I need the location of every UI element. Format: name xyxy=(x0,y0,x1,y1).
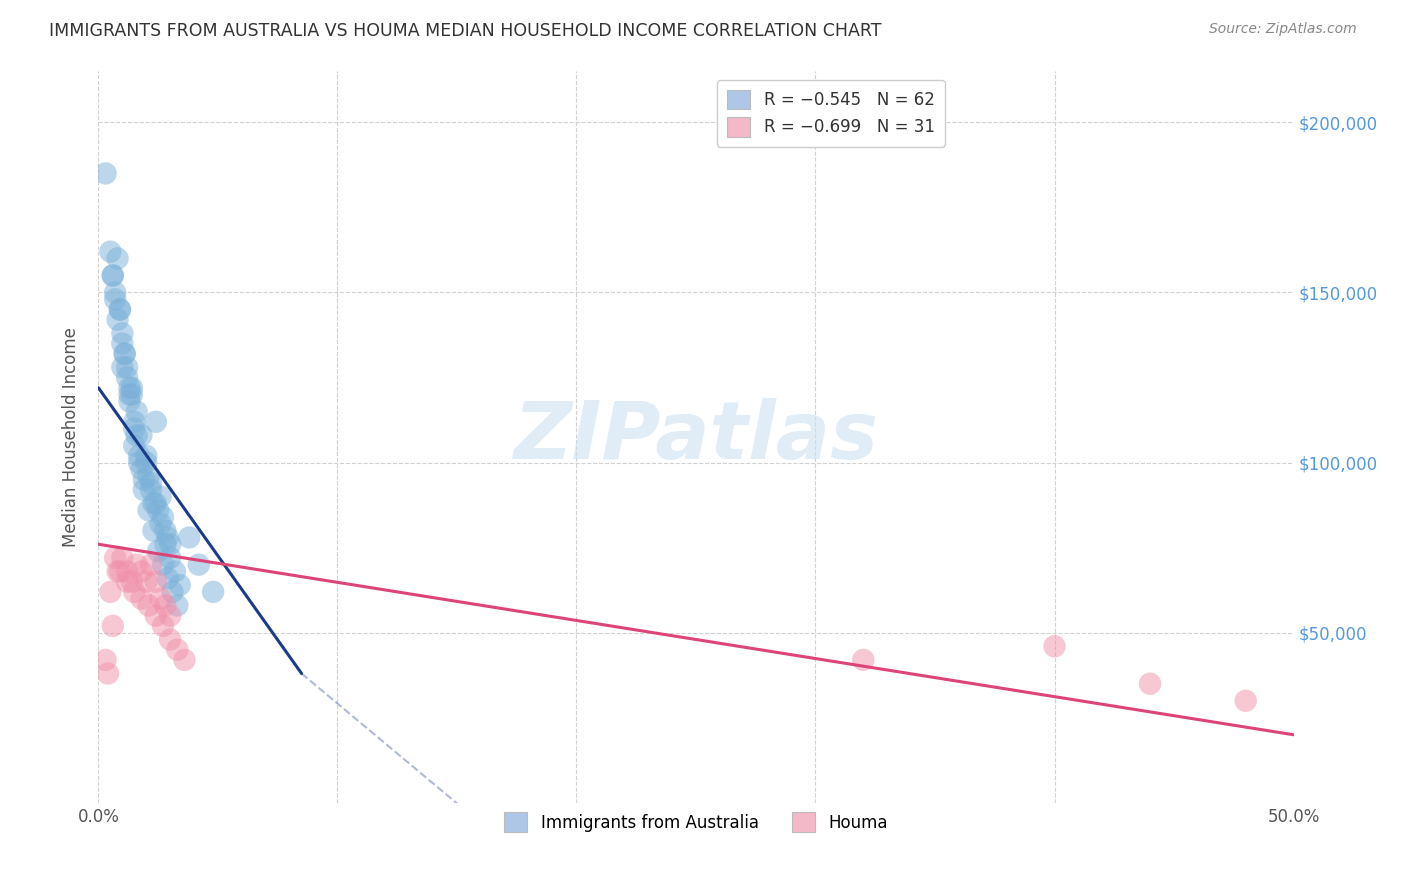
Point xyxy=(166,642,188,657)
Point xyxy=(97,666,120,681)
Point xyxy=(115,574,138,589)
Point xyxy=(166,599,188,613)
Point xyxy=(124,439,146,453)
Point xyxy=(852,653,875,667)
Point xyxy=(114,347,136,361)
Point xyxy=(202,585,225,599)
Point xyxy=(121,574,143,589)
Point xyxy=(125,428,148,442)
Point xyxy=(135,449,157,463)
Point xyxy=(132,473,155,487)
Point xyxy=(152,558,174,572)
Point xyxy=(142,524,165,538)
Point xyxy=(101,268,124,283)
Point xyxy=(107,565,129,579)
Point xyxy=(138,503,160,517)
Point xyxy=(115,370,138,384)
Point xyxy=(104,293,127,307)
Point xyxy=(162,585,184,599)
Point xyxy=(159,608,181,623)
Point xyxy=(114,347,136,361)
Legend: Immigrants from Australia, Houma: Immigrants from Australia, Houma xyxy=(498,805,894,838)
Point xyxy=(111,550,134,565)
Point xyxy=(131,428,153,442)
Point xyxy=(1043,640,1066,654)
Point xyxy=(145,496,167,510)
Point xyxy=(132,483,155,497)
Point xyxy=(187,558,209,572)
Point xyxy=(156,571,179,585)
Point xyxy=(107,252,129,266)
Point xyxy=(159,537,181,551)
Point xyxy=(1234,694,1257,708)
Point xyxy=(159,632,181,647)
Point xyxy=(145,608,167,623)
Point xyxy=(108,302,131,317)
Point xyxy=(138,599,160,613)
Point xyxy=(125,404,148,418)
Point xyxy=(128,449,150,463)
Point xyxy=(142,496,165,510)
Point xyxy=(139,483,162,497)
Point xyxy=(152,510,174,524)
Point xyxy=(108,565,131,579)
Point xyxy=(159,550,181,565)
Point xyxy=(131,462,153,476)
Point xyxy=(155,537,177,551)
Point xyxy=(173,653,195,667)
Point xyxy=(152,619,174,633)
Point xyxy=(98,585,122,599)
Point xyxy=(94,653,117,667)
Point xyxy=(121,387,143,401)
Point xyxy=(135,574,157,589)
Point xyxy=(101,619,124,633)
Point xyxy=(149,516,172,531)
Point xyxy=(149,490,172,504)
Point xyxy=(131,591,153,606)
Point xyxy=(124,415,146,429)
Point xyxy=(118,394,141,409)
Point xyxy=(108,302,131,317)
Point xyxy=(156,531,179,545)
Point xyxy=(179,531,201,545)
Point xyxy=(1139,677,1161,691)
Point xyxy=(118,387,141,401)
Point xyxy=(145,574,167,589)
Point xyxy=(128,456,150,470)
Point xyxy=(111,360,134,375)
Point xyxy=(145,415,167,429)
Point xyxy=(94,166,117,180)
Point xyxy=(111,336,134,351)
Point xyxy=(131,565,153,579)
Point xyxy=(148,544,170,558)
Point xyxy=(135,456,157,470)
Point xyxy=(155,524,177,538)
Point xyxy=(139,558,162,572)
Text: Source: ZipAtlas.com: Source: ZipAtlas.com xyxy=(1209,22,1357,37)
Point xyxy=(124,585,146,599)
Point xyxy=(111,326,134,341)
Text: IMMIGRANTS FROM AUSTRALIA VS HOUMA MEDIAN HOUSEHOLD INCOME CORRELATION CHART: IMMIGRANTS FROM AUSTRALIA VS HOUMA MEDIA… xyxy=(49,22,882,40)
Point xyxy=(148,503,170,517)
Point xyxy=(101,268,124,283)
Point xyxy=(124,421,146,435)
Point xyxy=(125,558,148,572)
Point xyxy=(98,244,122,259)
Point xyxy=(115,360,138,375)
Point xyxy=(118,381,141,395)
Y-axis label: Median Household Income: Median Household Income xyxy=(62,327,80,547)
Point xyxy=(163,565,186,579)
Point xyxy=(104,550,127,565)
Text: ZIPatlas: ZIPatlas xyxy=(513,398,879,476)
Point xyxy=(104,285,127,300)
Point xyxy=(121,381,143,395)
Point xyxy=(169,578,191,592)
Point xyxy=(138,469,160,483)
Point xyxy=(149,591,172,606)
Point xyxy=(155,599,177,613)
Point xyxy=(115,565,138,579)
Point xyxy=(107,312,129,326)
Point xyxy=(139,475,162,490)
